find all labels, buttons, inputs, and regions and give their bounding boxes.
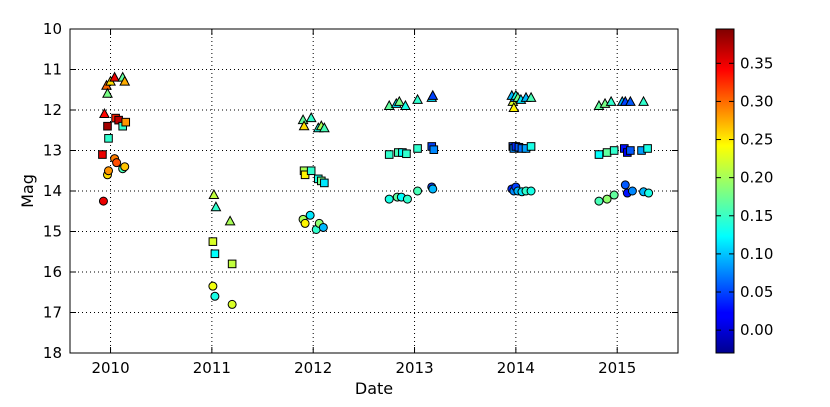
colorbar-tick-label: 0.25 [740,131,773,149]
triangle-marker [99,107,110,119]
x-tick-label: 2013 [395,359,433,377]
axes: 2010 2011 2012 2013 2014 2015 10 11 12 13 14 15 16 17… [43,20,678,377]
square-marker [626,146,635,155]
square-marker [104,134,113,143]
square-marker [384,150,394,159]
square-marker [643,144,652,153]
circle-marker [384,194,394,204]
square-marker [402,149,411,159]
y-tick-label: 10 [43,20,62,38]
circle-marker [644,188,654,198]
circle-marker [620,180,630,190]
triangle-marker [427,89,439,100]
square-marker [208,237,218,246]
circle-marker [609,190,619,200]
y-tick-label: 11 [43,61,62,79]
triangle-marker [109,71,121,82]
circle-marker [602,194,612,204]
triangle-marker [412,93,424,104]
square-marker [609,146,619,155]
square-marker [210,249,220,259]
circle-marker [98,196,108,206]
circle-marker [413,186,423,196]
colorbar-gradient [715,28,735,354]
circle-marker [318,222,328,232]
square-marker [98,150,107,159]
y-tick-label: 18 [43,344,62,362]
triangle-marker [208,188,220,200]
x-tick-label: 2012 [294,359,332,377]
x-tick-label: 2014 [497,359,535,377]
y-tick-label: 16 [43,263,62,281]
y-tick-label: 14 [43,182,62,200]
colorbar-tick-label: 0.05 [740,283,773,301]
circle-marker [402,194,412,204]
circle-marker [210,291,220,301]
triangle-marker [119,75,131,86]
circle-marker [104,166,114,176]
circle-marker [208,281,218,291]
colorbar-tick-label: 0.35 [740,54,773,72]
triangle-marker [508,101,520,112]
colorbar: 0.00 0.05 0.10 0.15 0.20 0.25 0.30 0.35 [715,28,773,354]
circle-marker [120,162,130,172]
square-marker [429,145,439,154]
square-marker [103,121,112,131]
circle-marker [305,210,315,220]
triangle-marker [393,95,405,106]
circle-marker [112,158,122,168]
triangle-marker [638,95,649,106]
circle-marker [627,186,637,196]
y-tick-label: 13 [43,142,62,160]
square-marker [121,117,131,127]
square-marker [413,144,422,153]
triangle-marker [305,112,317,123]
triangle-marker [318,122,330,133]
y-tick-label: 12 [43,101,62,119]
colorbar-tick-label: 0.30 [740,92,773,110]
x-tick-label: 2015 [598,359,636,377]
triangle-marker [224,215,236,226]
y-tick-label: 17 [43,304,62,322]
square-marker [306,166,316,176]
circle-marker [594,196,604,206]
triangle-marker [605,95,617,106]
y-tick-label: 15 [43,223,62,241]
square-marker [594,150,604,159]
circle-marker [428,184,438,194]
triangle-marker [525,91,537,102]
data-points [98,71,654,309]
circle-marker [300,218,310,228]
square-marker [227,259,237,269]
colorbar-ticks: 0.00 0.05 0.10 0.15 0.20 0.25 0.30 0.35 [716,54,773,339]
circle-marker [526,186,536,196]
y-axis-title: Mag [18,174,37,208]
triangle-marker [298,120,310,131]
triangle-marker [624,95,636,106]
triangle-marker [102,87,113,98]
square-marker [602,148,612,157]
grid-lines [70,28,678,354]
colorbar-tick-label: 0.10 [740,245,773,263]
triangle-marker [210,201,222,212]
x-tick-label: 2010 [91,359,129,377]
x-tick-label: 2011 [193,359,231,377]
triangle-marker [399,99,411,110]
square-marker [320,178,329,188]
colorbar-tick-label: 0.20 [740,169,773,187]
colorbar-tick-label: 0.15 [740,207,773,225]
square-marker [526,142,536,151]
circle-marker [227,299,237,309]
colorbar-tick-label: 0.00 [740,321,773,339]
x-axis-title: Date [355,379,393,398]
